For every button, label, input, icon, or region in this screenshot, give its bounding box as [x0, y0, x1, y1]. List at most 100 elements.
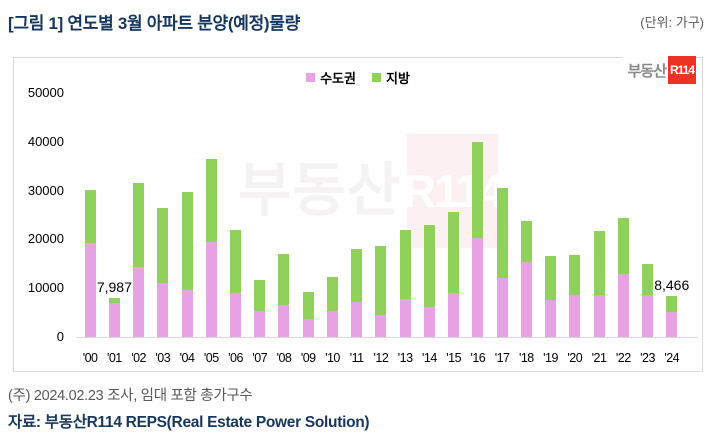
y-tick-label: 30000 [27, 182, 64, 198]
legend-item: 수도권 [306, 68, 356, 87]
bar-stack [133, 182, 145, 337]
page-title: [그림 1] 연도별 3월 아파트 분양(예정)물량 [8, 14, 300, 33]
bar-segment-수도권 [569, 294, 581, 337]
bar-segment-지방 [593, 230, 605, 295]
legend-label: 지방 [385, 71, 410, 86]
bar-stack [448, 211, 460, 337]
x-tick-label: '00 [82, 351, 98, 365]
bar-stack [84, 189, 96, 337]
bar-segment-지방 [642, 264, 653, 296]
bar-segment-지방 [181, 191, 193, 290]
bar-segment-수도권 [520, 262, 532, 337]
x-tick-label: '13 [397, 351, 413, 365]
bar-segment-지방 [545, 256, 557, 301]
bar-01: 7,987 [97, 93, 132, 337]
bar-segment-지방 [569, 254, 581, 295]
bar-segment-지방 [520, 221, 532, 263]
bar-segment-수도권 [181, 289, 193, 337]
bar-stack [593, 230, 605, 337]
brand-logo: 부동산 R114 [622, 54, 696, 86]
x-tick-label: '21 [591, 351, 607, 365]
bar-14 [417, 93, 441, 337]
bar-segment-지방 [278, 254, 290, 306]
x-tick-label: '17 [494, 351, 510, 365]
bar-stack [666, 295, 678, 337]
bar-segment-수도권 [448, 292, 460, 337]
bar-segment-수도권 [617, 273, 629, 337]
bar-segment-수도권 [108, 303, 120, 337]
legend-label: 수도권 [320, 71, 356, 86]
bar-19 [538, 93, 562, 337]
x-tick-label: '22 [615, 351, 631, 365]
bar-segment-수도권 [302, 318, 314, 337]
legend-item: 지방 [371, 68, 410, 87]
bar-segment-수도권 [278, 305, 290, 337]
bar-stack [254, 280, 266, 337]
bar-stack [181, 191, 193, 337]
bar-segment-지방 [108, 298, 120, 304]
watermark-text: 부동산 [238, 158, 402, 223]
bar-stack [108, 298, 120, 337]
bar-18 [514, 93, 538, 337]
bar-segment-수도권 [545, 300, 557, 337]
bar-stack [230, 230, 242, 337]
bar-08 [272, 93, 296, 337]
x-tick-label: '05 [203, 351, 219, 365]
x-tick-label: '12 [373, 351, 389, 365]
x-tick-label: '09 [300, 351, 316, 365]
bar-stack [399, 230, 411, 337]
bar-17 [490, 93, 514, 337]
bar-segment-수도권 [157, 282, 169, 337]
bar-segment-지방 [448, 211, 460, 293]
y-tick-label: 50000 [27, 85, 64, 100]
bar-23 [635, 93, 659, 337]
bar-value-label: 7,987 [96, 279, 132, 296]
x-tick-label: '19 [543, 351, 558, 365]
x-tick-label: '10 [325, 351, 340, 365]
bar-11 [345, 93, 369, 337]
bar-segment-수도권 [593, 294, 605, 337]
bar-stack [205, 159, 217, 337]
bar-segment-수도권 [496, 277, 508, 337]
bar-02 [126, 93, 150, 337]
x-tick-label: '23 [640, 351, 655, 365]
bar-segment-수도권 [84, 243, 96, 337]
bar-segment-수도권 [230, 292, 242, 337]
bar-segment-지방 [205, 159, 217, 242]
bar-segment-지방 [157, 208, 169, 283]
x-axis-line [76, 337, 698, 338]
bar-16 [466, 93, 490, 337]
bar-segment-지방 [133, 182, 145, 267]
bar-22 [611, 93, 635, 337]
x-tick-label: '02 [131, 351, 146, 365]
bar-09 [296, 93, 320, 337]
bar-segment-수도권 [375, 315, 387, 337]
legend-swatch [371, 73, 381, 82]
bar-stack [302, 291, 314, 337]
bar-stack [496, 188, 508, 337]
bar-03 [151, 93, 175, 337]
bar-05 [199, 93, 223, 337]
bar-stack [423, 225, 435, 337]
y-tick-label: 20000 [27, 231, 64, 247]
brand-logo-mark: R114 [668, 56, 696, 84]
bar-24: 8,466 [654, 93, 689, 337]
bar-stack [545, 256, 557, 337]
x-tick-label: '16 [470, 351, 486, 365]
x-tick-label: '18 [518, 351, 534, 365]
bar-segment-수도권 [351, 301, 363, 337]
bar-04 [175, 93, 199, 337]
x-tick-label: '08 [276, 351, 292, 365]
bar-stack [520, 221, 532, 337]
bar-segment-수도권 [472, 237, 484, 337]
y-tick-label: 40000 [27, 133, 64, 149]
x-tick-label: '24 [664, 351, 680, 365]
bar-stack [157, 208, 169, 337]
bar-stack [326, 277, 338, 337]
x-tick-label: '03 [155, 351, 171, 365]
y-tick-label: 10000 [27, 280, 64, 296]
bar-segment-수도권 [666, 311, 678, 337]
bar-20 [563, 93, 587, 337]
bar-stack [617, 217, 629, 337]
